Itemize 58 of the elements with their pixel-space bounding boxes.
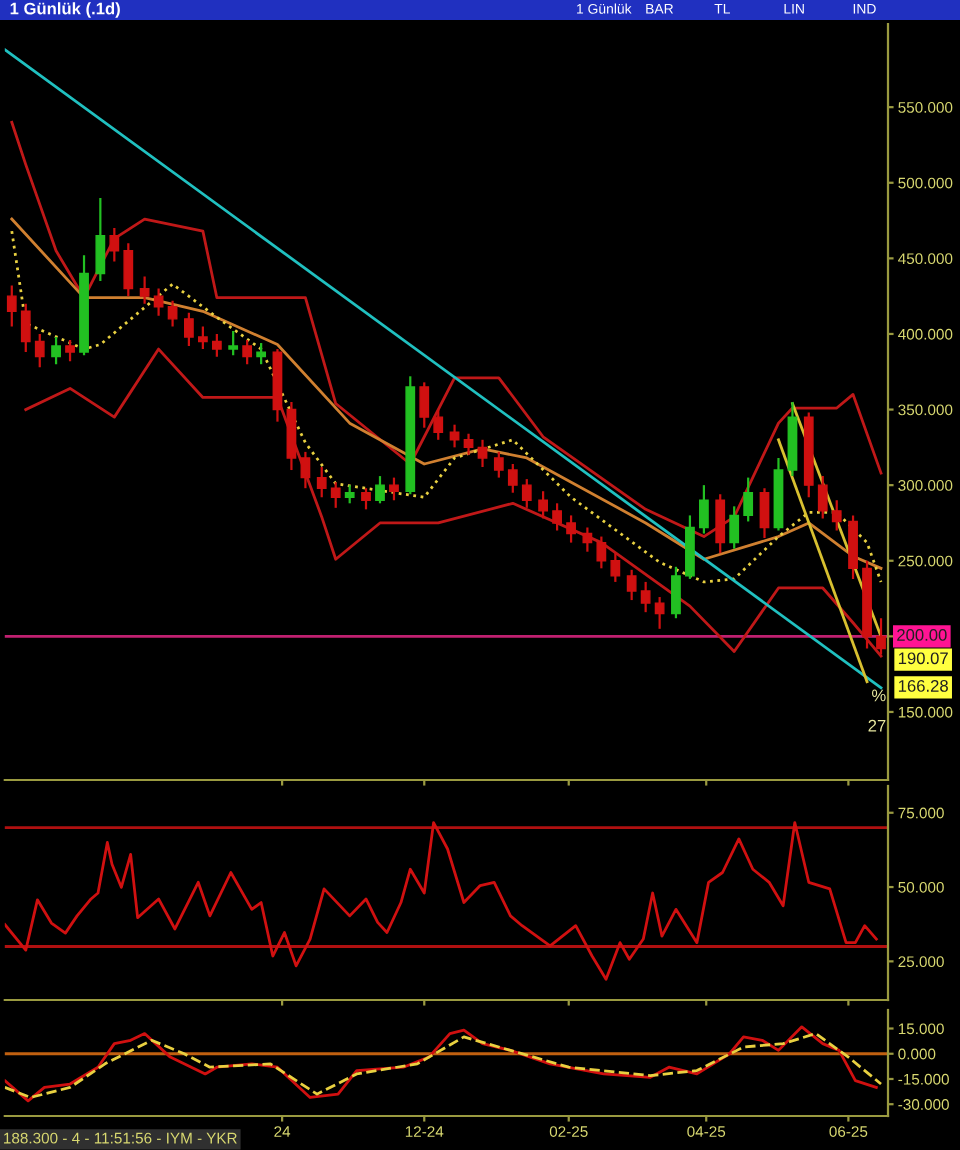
candlestick [197, 325, 208, 351]
candlestick [552, 502, 562, 532]
candlestick [34, 332, 45, 369]
annotation: 190.07 [898, 652, 948, 665]
candlestick [507, 462, 518, 494]
candlestick [242, 338, 253, 366]
candlestick [610, 552, 621, 584]
annotation: 166.28 [898, 680, 948, 692]
candlestick [848, 514, 858, 581]
candlestick [699, 484, 709, 535]
candlestick [51, 335, 61, 366]
candlestick [433, 408, 444, 441]
candlestick [654, 595, 665, 630]
candlestick [582, 526, 593, 553]
candlestick [521, 478, 532, 509]
candlestick [876, 617, 886, 656]
candlestick [6, 284, 17, 328]
candlestick [256, 341, 267, 366]
candlestick [65, 338, 75, 363]
candlestick [743, 476, 754, 523]
candlestick [566, 514, 576, 544]
candlestick [361, 487, 371, 511]
candlestick [330, 481, 341, 509]
candlestick [139, 275, 150, 305]
candlestick [211, 332, 222, 358]
candlestick [640, 580, 651, 614]
candlestick [153, 287, 164, 317]
ref-line-label: 200.00 [897, 629, 947, 641]
line-series [24, 347, 883, 658]
candlestick [671, 565, 681, 620]
candlestick [316, 465, 327, 499]
line-series [4, 821, 878, 981]
annotation: % [872, 689, 886, 702]
candlestick [228, 329, 239, 357]
candlestick [167, 299, 178, 328]
candlestick [389, 476, 399, 502]
candlestick [419, 381, 430, 429]
candlestick [109, 227, 120, 263]
annotation: 27 [868, 719, 886, 732]
candlestick [184, 311, 194, 348]
candlestick [375, 474, 385, 505]
candlestick [596, 535, 607, 570]
candlestick [493, 450, 504, 479]
candlestick [123, 242, 134, 298]
candlestick [831, 499, 842, 532]
candlestick [626, 568, 637, 602]
candlestick [300, 450, 311, 490]
candlestick [817, 474, 828, 520]
candlestick [759, 487, 770, 540]
candlestick [95, 196, 106, 283]
candlestick [715, 493, 726, 555]
candlestick [538, 490, 548, 520]
candlestick [463, 432, 474, 457]
candlestick [344, 484, 355, 505]
candlestick [729, 505, 740, 550]
candlestick [20, 302, 31, 354]
candlestick [477, 438, 488, 469]
chart-title: 1 Günlük (.1d) [10, 2, 120, 18]
